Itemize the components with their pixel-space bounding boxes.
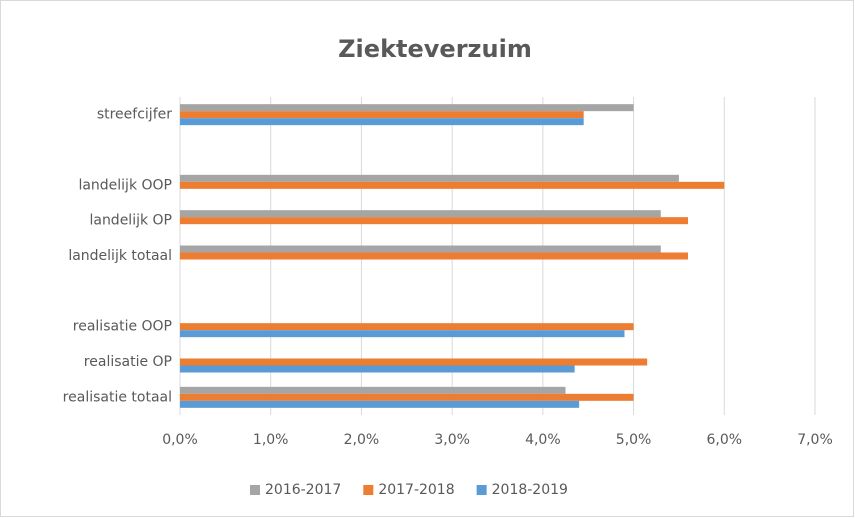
bar [180, 181, 725, 189]
x-tick-label: 6,0% [706, 432, 742, 448]
bar [180, 118, 584, 126]
bar [180, 393, 634, 401]
bar [180, 323, 634, 331]
bar [180, 252, 688, 260]
y-tick-label: landelijk OOP [78, 177, 172, 193]
x-tick-label: 4,0% [525, 432, 561, 448]
y-tick-label: landelijk OP [89, 213, 172, 229]
x-tick-label: 0,0% [162, 432, 198, 448]
legend-swatch [250, 485, 260, 495]
legend-swatch [363, 485, 374, 495]
bar [180, 174, 679, 182]
x-tick-label: 7,0% [797, 432, 833, 448]
bar [180, 365, 575, 373]
bar [180, 111, 584, 119]
y-tick-label: landelijk totaal [68, 248, 172, 264]
y-tick-label: streefcijfer [97, 107, 172, 123]
bar [180, 245, 661, 253]
chart-title: Ziekteverzuim [338, 35, 532, 63]
legend-label: 2016-2017 [265, 482, 341, 498]
bar [180, 104, 634, 112]
bar [180, 358, 648, 366]
bar [180, 330, 625, 338]
x-tick-label: 5,0% [616, 432, 652, 448]
bar [180, 210, 661, 218]
legend-label: 2017-2018 [378, 482, 454, 498]
x-tick-label: 3,0% [434, 432, 470, 448]
x-tick-label: 2,0% [344, 432, 380, 448]
legend-label: 2018-2019 [492, 482, 568, 498]
bar [180, 217, 688, 225]
y-tick-label: realisatie totaal [63, 389, 172, 405]
y-tick-label: realisatie OP [84, 354, 172, 370]
x-tick-label: 1,0% [253, 432, 289, 448]
legend-swatch [476, 485, 487, 495]
bar [180, 386, 566, 394]
y-tick-label: realisatie OOP [73, 319, 172, 335]
bar [180, 400, 580, 408]
